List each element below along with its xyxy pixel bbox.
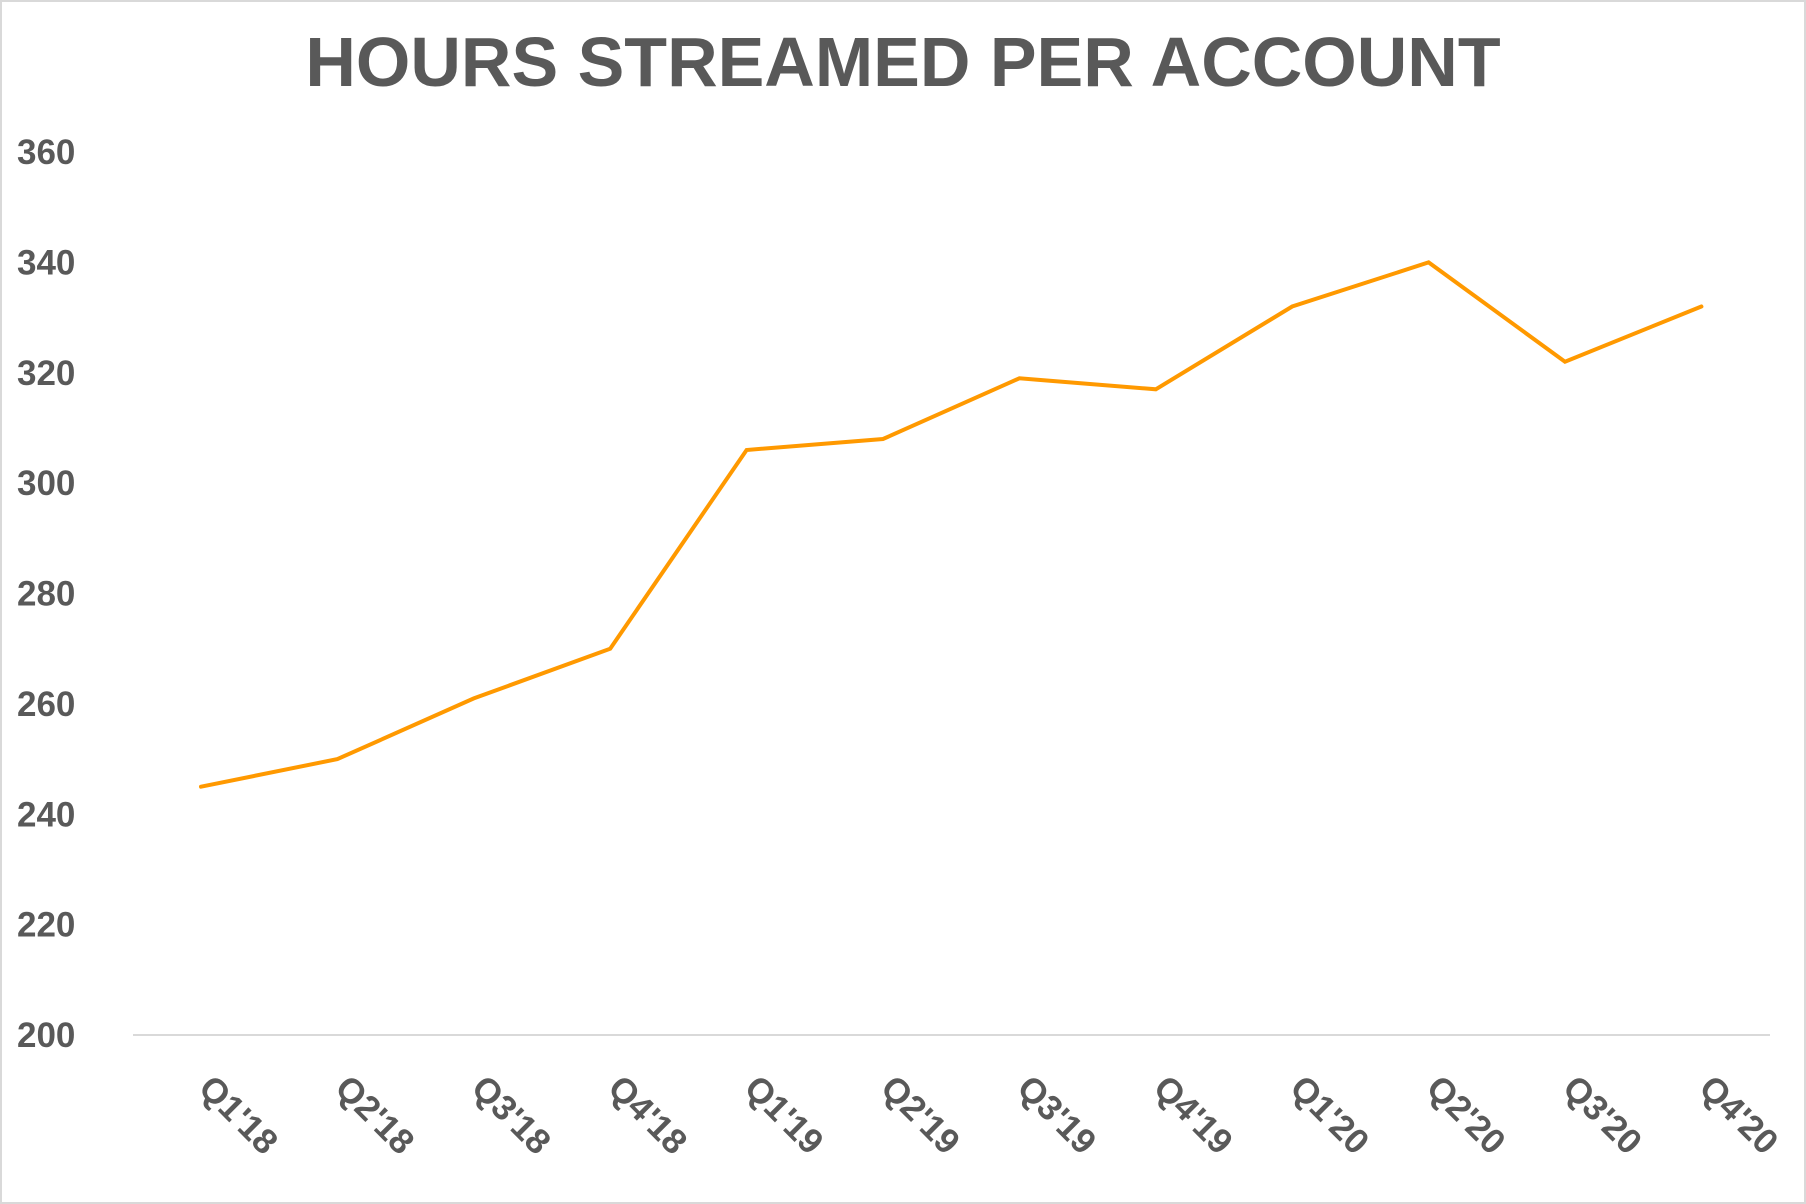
x-tick-label: Q1'20 [1283, 1068, 1377, 1162]
x-tick-label: Q3'18 [464, 1068, 558, 1162]
y-axis: 200 220 240 260 280 300 320 340 360 [17, 133, 75, 1055]
x-tick-label: Q1'19 [737, 1068, 831, 1162]
y-tick-label: 280 [17, 575, 75, 614]
x-tick-label: Q2'19 [873, 1068, 967, 1162]
x-tick-label: Q4'20 [1692, 1068, 1786, 1162]
y-tick-label: 200 [17, 1016, 75, 1055]
y-tick-label: 220 [17, 906, 75, 945]
y-tick-label: 340 [17, 243, 75, 282]
y-tick-label: 240 [17, 795, 75, 834]
x-tick-label: Q3'20 [1555, 1068, 1649, 1162]
y-tick-label: 360 [17, 133, 75, 172]
y-tick-label: 260 [17, 685, 75, 724]
series-line [199, 260, 1704, 789]
x-tick-label: Q4'18 [601, 1068, 695, 1162]
x-axis: Q1'18 Q2'18 Q3'18 Q4'18 Q1'19 Q2'19 Q3'19 Q4'19… [191, 1068, 1785, 1162]
x-tick-label: Q3'19 [1010, 1068, 1104, 1162]
x-tick-label: Q4'19 [1146, 1068, 1240, 1162]
chart-title: HOURS STREAMED PER ACCOUNT [305, 23, 1501, 101]
y-tick-label: 300 [17, 464, 75, 503]
x-tick-label: Q2'18 [328, 1068, 422, 1162]
y-tick-label: 320 [17, 354, 75, 393]
x-tick-label: Q1'18 [191, 1068, 285, 1162]
x-tick-label: Q2'20 [1419, 1068, 1513, 1162]
